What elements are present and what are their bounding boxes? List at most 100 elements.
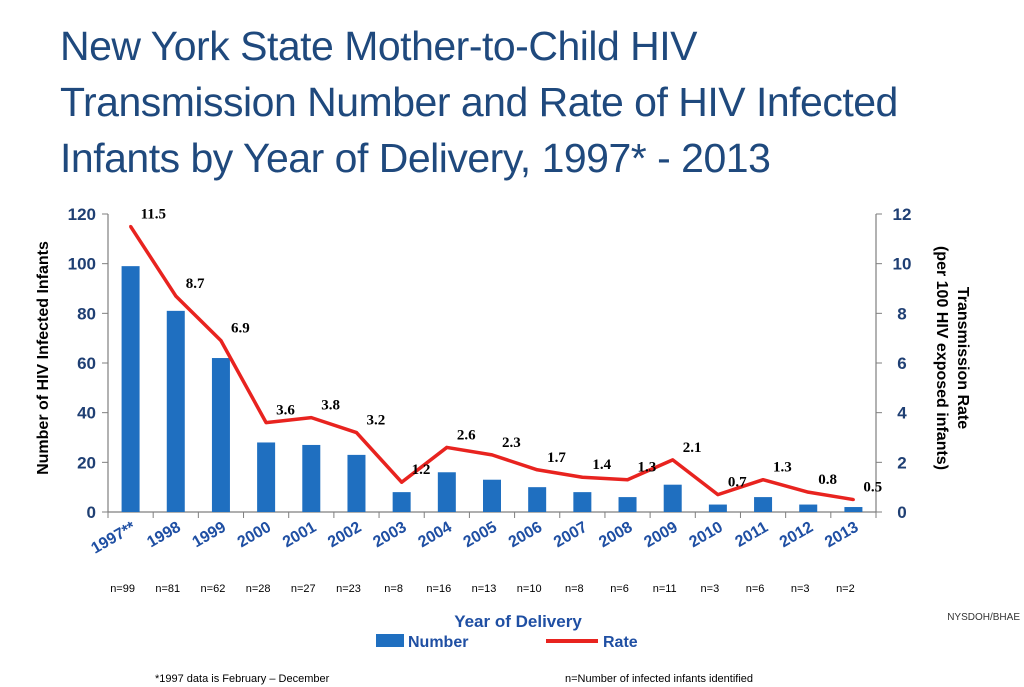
- y-axis-right-title-line-2: (per 100 HIV exposed infants): [933, 246, 950, 470]
- x-tick-label: 2002: [325, 519, 364, 552]
- rate-data-label: 3.2: [366, 413, 385, 429]
- n-count-label: n=3: [701, 583, 720, 595]
- x-tick-label: 2009: [641, 519, 680, 552]
- x-tick-label: 1999: [190, 519, 229, 552]
- bar-number-2012: [799, 504, 818, 512]
- bar-number-1999: [211, 358, 230, 512]
- rate-point-2002: [354, 431, 358, 435]
- n-count-label: n=62: [201, 583, 226, 595]
- y-right-tick-label: 0: [897, 503, 906, 522]
- n-count-label: n=99: [110, 583, 135, 595]
- x-tick-label: 1998: [144, 519, 183, 552]
- rate-series: [129, 224, 855, 502]
- bar-number-2002: [347, 454, 366, 512]
- title-line-2: Transmission Number and Rate of HIV Infe…: [60, 79, 898, 125]
- x-tick-label: 2012: [777, 519, 816, 552]
- bar-number-2009: [663, 484, 682, 512]
- rate-data-label: 2.3: [502, 435, 521, 451]
- n-count-label: n=8: [565, 583, 584, 595]
- x-tick-label: 2005: [461, 519, 500, 552]
- bar-number-2003: [392, 492, 411, 512]
- n-count-label: n=16: [426, 583, 451, 595]
- rate-point-2006: [535, 468, 539, 472]
- rate-point-2010: [716, 493, 720, 497]
- chart-axes: 0 20 40 60 80 100 120 0 2 4 6 8 10 12: [68, 205, 912, 522]
- rate-point-2007: [580, 475, 584, 479]
- rate-data-label: 1.3: [773, 460, 792, 476]
- bar-number-2013: [844, 507, 863, 512]
- title-line-3: Infants by Year of Delivery, 1997* - 201…: [60, 135, 771, 181]
- n-count-label: n=2: [836, 583, 855, 595]
- rate-point-1997**: [129, 224, 133, 228]
- bar-number-2010: [708, 504, 727, 512]
- rate-point-2001: [309, 416, 313, 420]
- rate-point-2004: [445, 445, 449, 449]
- rate-data-label: 2.6: [457, 427, 476, 443]
- y-right-tick-label: 8: [897, 304, 906, 323]
- y-right-tick-label: 12: [893, 205, 912, 224]
- y-left-tick-label: 0: [87, 503, 96, 522]
- rate-data-label: 0.7: [728, 475, 747, 491]
- bar-number-1997**: [121, 266, 140, 512]
- rate-data-label: 6.9: [231, 321, 250, 337]
- bar-number-2005: [483, 479, 501, 512]
- n-count-label: n=81: [155, 583, 180, 595]
- rate-point-1999: [219, 339, 223, 343]
- x-tick-label: 2000: [235, 519, 274, 552]
- bar-number-2006: [528, 487, 547, 512]
- rate-point-2011: [761, 478, 765, 482]
- rate-data-label: 1.2: [412, 462, 431, 478]
- y-left-tick-label: 80: [77, 304, 96, 323]
- bar-number-2001: [302, 444, 321, 512]
- title-line-1: New York State Mother-to-Child HIV: [60, 23, 698, 69]
- legend-number-label: Number: [408, 634, 468, 651]
- bar-number-2008: [618, 497, 637, 512]
- x-tick-label: 2008: [596, 519, 635, 552]
- rate-data-label: 1.4: [592, 457, 611, 473]
- n-count-label: n=13: [472, 583, 497, 595]
- x-tick-label: 2006: [506, 519, 545, 552]
- y-right-tick-label: 6: [897, 354, 906, 373]
- rate-point-2003: [400, 480, 404, 484]
- bar-number-1998: [166, 310, 185, 512]
- y-right-tick-label: 4: [897, 404, 907, 423]
- rate-point-2000: [264, 421, 268, 425]
- y-left-tick-label: 100: [68, 255, 96, 274]
- rate-data-label: 3.8: [321, 398, 340, 414]
- rate-data-label: 1.3: [638, 460, 657, 476]
- rate-data-label: 3.6: [276, 403, 295, 419]
- y-left-tick-label: 60: [77, 354, 96, 373]
- legend-rate-label: Rate: [603, 634, 638, 651]
- rate-data-label: 1.7: [547, 450, 566, 466]
- rate-point-2009: [671, 458, 675, 462]
- bar-number-2007: [573, 492, 592, 512]
- x-tick-label: 2003: [370, 519, 409, 552]
- y-axis-left-title: Number of HIV Infected Infants: [35, 241, 52, 475]
- rate-data-label: 0.5: [863, 480, 882, 496]
- x-tick-label: 1997**: [88, 518, 139, 557]
- n-count-label: n=6: [610, 583, 629, 595]
- x-tick-label: 2010: [687, 519, 726, 552]
- bar-number-2004: [437, 472, 456, 512]
- x-tick-label: 2001: [280, 519, 319, 552]
- y-left-tick-label: 120: [68, 205, 96, 224]
- source-label: NYSDOH/BHAE: [947, 612, 1020, 623]
- footnote-right: n=Number of infected infants identified: [565, 673, 753, 685]
- n-count-label: n=11: [653, 583, 677, 595]
- n-count-label: n=6: [746, 583, 765, 595]
- n-count-label: n=23: [336, 583, 361, 595]
- chart-title: New York State Mother-to-Child HIV Trans…: [60, 18, 1000, 186]
- n-count-label: n=28: [246, 583, 271, 595]
- n-count-label: n=27: [291, 583, 316, 595]
- legend-number-swatch: [376, 634, 404, 647]
- rate-point-2012: [806, 490, 810, 494]
- x-tick-label: 2011: [732, 519, 771, 551]
- x-tick-label: 2007: [551, 519, 590, 552]
- chart-labels: 11.5 8.7 6.9 3.6 3.8 3.2 1.2 2.6 2.3 1.7 1.4 1.3 2.1…: [88, 206, 882, 595]
- x-axis-title: Year of Delivery: [454, 612, 582, 631]
- bar-number-2000: [257, 442, 276, 512]
- bar-number-2011: [754, 497, 773, 512]
- y-left-tick-label: 40: [77, 404, 96, 423]
- rate-point-2013: [851, 498, 855, 502]
